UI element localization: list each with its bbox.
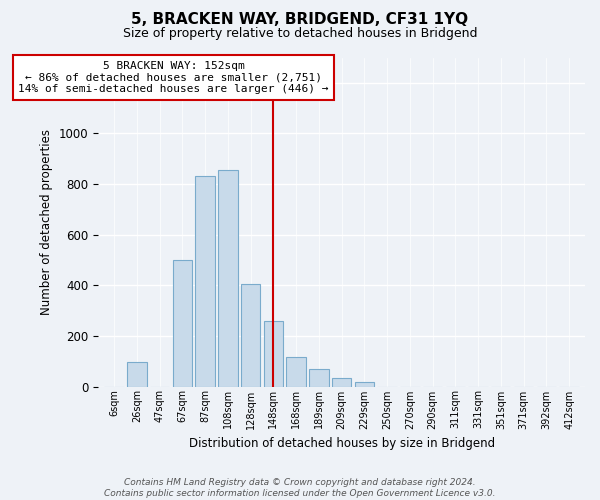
- X-axis label: Distribution of detached houses by size in Bridgend: Distribution of detached houses by size …: [188, 437, 494, 450]
- Text: Size of property relative to detached houses in Bridgend: Size of property relative to detached ho…: [123, 28, 477, 40]
- Text: 5 BRACKEN WAY: 152sqm
← 86% of detached houses are smaller (2,751)
14% of semi-d: 5 BRACKEN WAY: 152sqm ← 86% of detached …: [19, 61, 329, 94]
- Bar: [309, 370, 329, 386]
- Bar: [286, 356, 306, 386]
- Text: Contains HM Land Registry data © Crown copyright and database right 2024.
Contai: Contains HM Land Registry data © Crown c…: [104, 478, 496, 498]
- Bar: [263, 320, 283, 386]
- Bar: [173, 260, 192, 386]
- Bar: [355, 382, 374, 386]
- Bar: [218, 170, 238, 386]
- Bar: [332, 378, 351, 386]
- Bar: [196, 176, 215, 386]
- Y-axis label: Number of detached properties: Number of detached properties: [40, 129, 53, 315]
- Bar: [241, 284, 260, 386]
- Text: 5, BRACKEN WAY, BRIDGEND, CF31 1YQ: 5, BRACKEN WAY, BRIDGEND, CF31 1YQ: [131, 12, 469, 28]
- Bar: [127, 362, 146, 386]
